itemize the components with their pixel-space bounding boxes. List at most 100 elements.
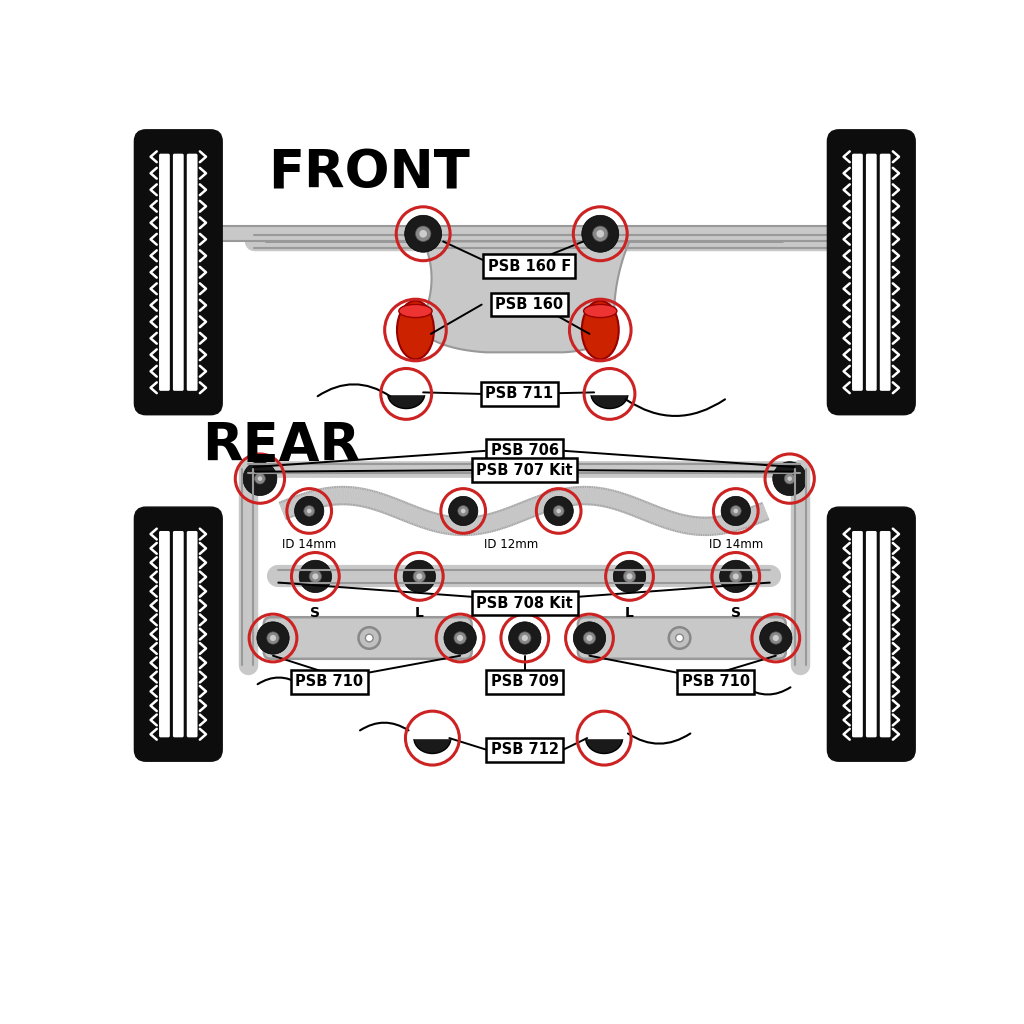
Circle shape (556, 509, 561, 513)
FancyBboxPatch shape (866, 531, 877, 737)
Circle shape (770, 632, 782, 644)
Circle shape (521, 635, 528, 641)
FancyBboxPatch shape (866, 154, 877, 391)
Text: L: L (415, 605, 424, 620)
Circle shape (509, 622, 541, 654)
Circle shape (613, 560, 646, 593)
Circle shape (461, 509, 466, 513)
FancyBboxPatch shape (880, 154, 891, 391)
Text: ID 12mm: ID 12mm (483, 538, 538, 551)
Text: PSB 710: PSB 710 (295, 675, 364, 689)
Text: PSB 160: PSB 160 (496, 297, 563, 312)
Text: ID 14mm: ID 14mm (282, 538, 336, 551)
Circle shape (255, 473, 265, 484)
Text: S: S (731, 605, 740, 620)
Circle shape (270, 635, 276, 641)
Circle shape (458, 506, 469, 516)
Circle shape (358, 628, 380, 649)
FancyBboxPatch shape (159, 531, 170, 737)
Text: L: L (625, 605, 634, 620)
Circle shape (730, 570, 742, 583)
Ellipse shape (582, 301, 618, 359)
Text: PSB 712: PSB 712 (490, 742, 559, 757)
FancyBboxPatch shape (827, 130, 915, 415)
FancyBboxPatch shape (852, 531, 863, 737)
FancyBboxPatch shape (186, 154, 198, 391)
Circle shape (419, 230, 427, 238)
Circle shape (593, 226, 608, 242)
FancyBboxPatch shape (852, 154, 863, 391)
Circle shape (257, 622, 289, 654)
FancyBboxPatch shape (827, 507, 915, 761)
Circle shape (444, 622, 476, 654)
FancyBboxPatch shape (134, 507, 222, 761)
Text: PSB 706: PSB 706 (490, 443, 559, 459)
Circle shape (587, 635, 593, 641)
Text: FRONT: FRONT (268, 147, 470, 200)
Circle shape (295, 497, 324, 525)
Circle shape (404, 215, 441, 252)
Text: PSB 711: PSB 711 (485, 386, 554, 401)
Circle shape (730, 506, 741, 516)
Ellipse shape (388, 379, 425, 409)
Circle shape (720, 560, 752, 593)
Circle shape (760, 622, 792, 654)
Text: REAR: REAR (202, 420, 359, 471)
Circle shape (299, 560, 332, 593)
Ellipse shape (397, 301, 434, 359)
Text: PSB 708 Kit: PSB 708 Kit (476, 596, 573, 611)
FancyBboxPatch shape (173, 154, 183, 391)
Circle shape (787, 476, 792, 481)
Circle shape (596, 230, 604, 238)
Circle shape (307, 509, 311, 513)
FancyBboxPatch shape (173, 531, 183, 737)
FancyBboxPatch shape (134, 130, 222, 415)
Circle shape (733, 573, 739, 580)
Text: PSB 160 F: PSB 160 F (487, 259, 571, 273)
Ellipse shape (584, 304, 616, 317)
Circle shape (669, 628, 690, 649)
Circle shape (449, 497, 478, 525)
Circle shape (773, 635, 779, 641)
Circle shape (553, 506, 564, 516)
Ellipse shape (398, 304, 432, 317)
Circle shape (457, 635, 463, 641)
FancyBboxPatch shape (880, 531, 891, 737)
Circle shape (403, 560, 435, 593)
Circle shape (784, 473, 795, 484)
FancyBboxPatch shape (590, 378, 629, 394)
FancyBboxPatch shape (585, 721, 624, 738)
FancyBboxPatch shape (578, 617, 785, 658)
Text: S: S (310, 605, 321, 620)
Circle shape (582, 215, 618, 252)
Circle shape (584, 632, 596, 644)
Circle shape (624, 570, 636, 583)
Text: ID 14mm: ID 14mm (709, 538, 763, 551)
Circle shape (312, 573, 318, 580)
Circle shape (721, 497, 751, 525)
Circle shape (243, 462, 276, 496)
Circle shape (416, 573, 422, 580)
Circle shape (413, 570, 425, 583)
Circle shape (733, 509, 738, 513)
Circle shape (518, 632, 531, 644)
Circle shape (258, 476, 262, 481)
Circle shape (304, 506, 314, 516)
FancyBboxPatch shape (413, 721, 452, 738)
FancyBboxPatch shape (186, 531, 198, 737)
Circle shape (366, 634, 373, 642)
Circle shape (416, 226, 431, 242)
Ellipse shape (586, 723, 623, 754)
Circle shape (573, 622, 605, 654)
Circle shape (309, 570, 322, 583)
Circle shape (454, 632, 466, 644)
Polygon shape (265, 242, 783, 352)
FancyBboxPatch shape (159, 154, 170, 391)
Circle shape (627, 573, 633, 580)
Text: PSB 707 Kit: PSB 707 Kit (476, 463, 573, 477)
Text: PSB 709: PSB 709 (490, 675, 559, 689)
Circle shape (773, 462, 807, 496)
FancyBboxPatch shape (264, 617, 472, 658)
Circle shape (267, 632, 280, 644)
Circle shape (544, 497, 573, 525)
